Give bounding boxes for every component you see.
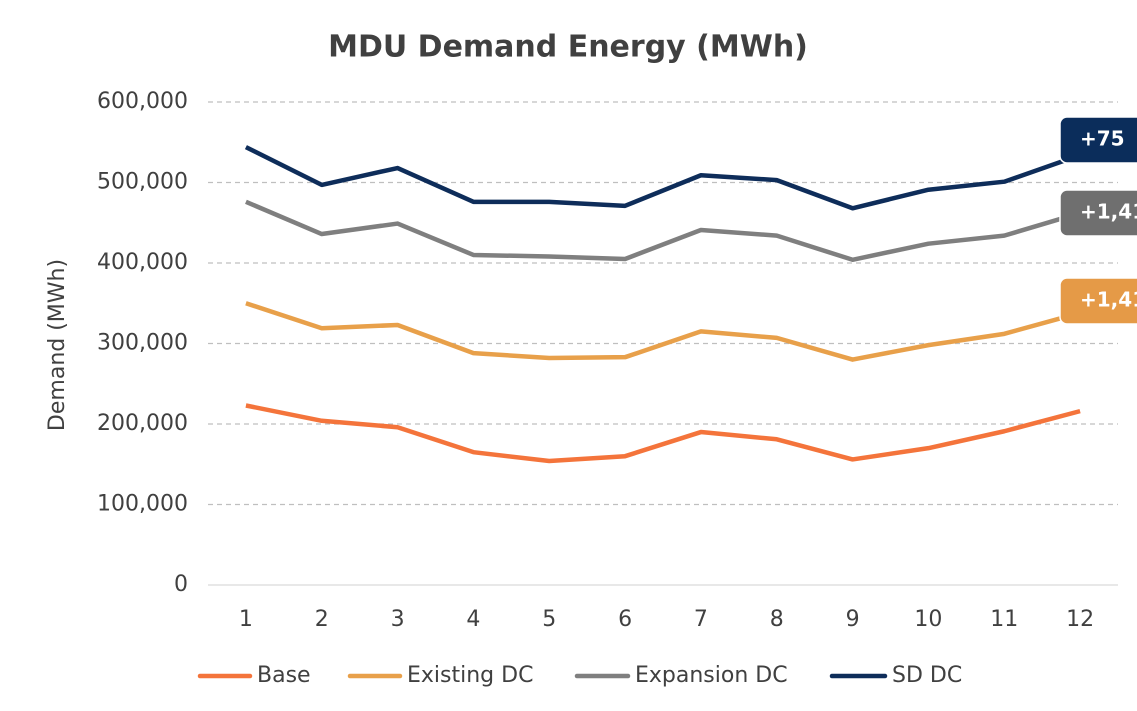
y-tick-label: 300,000 [97, 331, 188, 356]
x-tick-label: 5 [542, 607, 556, 632]
annotation-box [1059, 189, 1137, 237]
x-tick-label: 2 [315, 607, 329, 632]
line-series [244, 145, 1081, 211]
x-tick-label: 8 [770, 607, 784, 632]
x-tick-label: 6 [618, 607, 632, 632]
annotation: +75 [1059, 116, 1137, 164]
x-tick-label: 10 [914, 607, 942, 632]
legend-label: Existing DC [407, 663, 533, 688]
y-tick-label: 600,000 [97, 89, 188, 114]
x-tick-label: 7 [694, 607, 708, 632]
legend-label: Expansion DC [635, 663, 788, 688]
y-tick-label: 0 [174, 572, 188, 597]
annotation-text: +1,41 [1080, 200, 1137, 224]
legend-label: SD DC [892, 663, 962, 688]
legend-label: Base [257, 663, 311, 688]
x-tick-label: 3 [391, 607, 405, 632]
annotation: +1,41 [1059, 189, 1137, 237]
line-series [245, 403, 1081, 464]
y-tick-label: 100,000 [97, 492, 188, 517]
annotation-text: +1,41 [1080, 288, 1137, 312]
line-series [245, 199, 1081, 263]
x-tick-label: 4 [466, 607, 480, 632]
x-tick-label: 9 [846, 607, 860, 632]
annotation-text: +75 [1080, 127, 1125, 151]
x-tick-label: 1 [239, 607, 253, 632]
y-axis-label: Demand (MWh) [45, 259, 70, 431]
chart-title: MDU Demand Energy (MWh) [328, 30, 808, 65]
x-tick-label: 11 [990, 607, 1018, 632]
y-tick-label: 400,000 [97, 250, 188, 275]
annotation-box [1059, 277, 1137, 325]
y-tick-label: 500,000 [97, 170, 188, 195]
annotation: +1,41 [1059, 277, 1137, 325]
x-tick-label: 12 [1066, 607, 1094, 632]
line-series [245, 301, 1081, 362]
y-tick-label: 200,000 [97, 411, 188, 436]
annotation-box [1059, 116, 1137, 164]
